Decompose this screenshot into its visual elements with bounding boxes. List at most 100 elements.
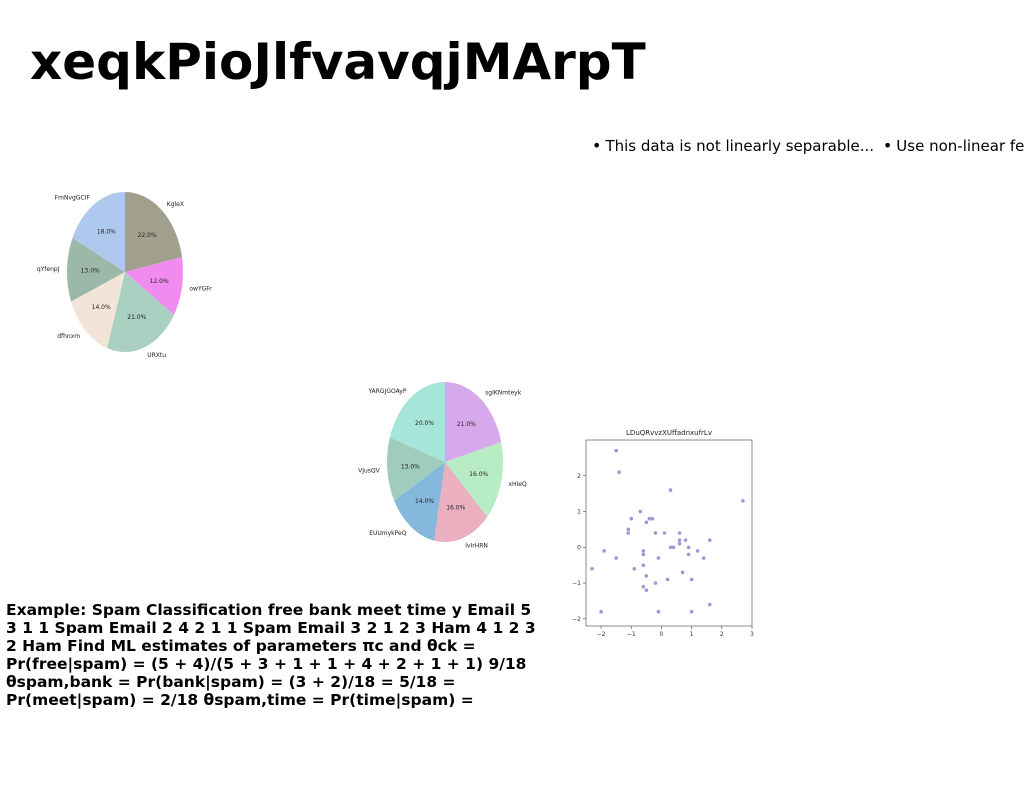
pie2-slice-label-1: xHIeQ	[508, 481, 527, 488]
scatter-xtick-label-2: 0	[660, 631, 664, 638]
scatter-point-24	[662, 531, 667, 535]
scatter-point-19	[650, 516, 655, 521]
scatter-xtick-label-3: 1	[690, 631, 694, 638]
scatter-point-20	[653, 531, 658, 535]
scatter-point-2	[590, 566, 594, 571]
pie1-value-label-3: 14.0%	[92, 304, 111, 311]
pie2-slice-3	[394, 462, 445, 541]
scatter-point-16	[644, 588, 649, 593]
scatter-point-13	[641, 563, 646, 567]
scatter-ytick-label-4: 2	[577, 473, 581, 480]
pie1-value-label-4: 13.0%	[81, 267, 100, 274]
bullet-list: • This data is not linearly separable... …	[592, 136, 1024, 158]
pie1-slice-label-5: FmNvgGCIF	[55, 195, 91, 202]
pie-chart-2-svg: 21.0% sgIKNmteyk 16.0% xHIeQ 16.0% lvIrHRN 14.…	[358, 382, 527, 550]
scatter-title: LDuQRvvzXUffadnxufrLv	[626, 429, 712, 437]
scatter-ytick-label-3: 1	[577, 509, 581, 516]
pie2-slice-label-3: EUUmykPeQ	[369, 530, 407, 537]
scatter-point-14	[641, 584, 646, 589]
pie1-slice-1	[125, 257, 183, 315]
scatter-point-31	[677, 538, 682, 542]
scatter-point-36	[689, 577, 694, 582]
scatter-xtick-label-1: −1	[627, 631, 636, 638]
bullet-icon: •	[882, 136, 893, 155]
scatter-point-42	[741, 499, 745, 503]
pie2-slice-label-0: sgIKNmteyk	[485, 389, 522, 396]
scatter-point-6	[626, 527, 631, 532]
scatter-frame	[585, 439, 753, 627]
scatter-point-21	[653, 581, 658, 585]
scatter-point-28	[671, 545, 676, 550]
pie1-slice-4	[67, 237, 125, 302]
pie1-slice-label-0: KgleX	[167, 201, 184, 208]
scatter-point-9	[632, 566, 637, 571]
scatter-point-5	[614, 556, 618, 560]
scatter-point-37	[689, 609, 694, 614]
scatter-point-27	[668, 545, 673, 550]
scatter-point-7	[626, 531, 631, 535]
scatter-xtick-label-5: 3	[750, 631, 754, 638]
scatter-point-11	[641, 552, 646, 557]
pie-chart-1-svg: 22.0% KgleX 12.0% owYGFr 21.0% URXtu 14.0% dfhn…	[37, 192, 212, 359]
scatter-point-22	[656, 556, 661, 560]
scatter-point-38	[695, 549, 700, 553]
scatter-point-10	[638, 509, 643, 514]
pie1-value-label-1: 12.0%	[150, 278, 169, 285]
pie1-value-label-2: 21.0%	[127, 314, 146, 321]
pie2-slice-label-5: YARGJGOAyP	[367, 388, 406, 395]
pie2-value-label-2: 16.0%	[446, 505, 465, 512]
pie-chart-2: 21.0% sgIKNmteyk 16.0% xHIeQ 16.0% lvIrHRN 14.…	[340, 370, 560, 560]
pie2-value-label-3: 14.0%	[415, 498, 434, 505]
pie2-value-label-0: 21.0%	[457, 421, 476, 428]
pie1-slice-5	[72, 192, 125, 272]
scatter-point-0	[614, 448, 618, 453]
scatter-point-18	[647, 516, 652, 521]
scatter-point-40	[707, 602, 712, 607]
scatter-point-32	[680, 570, 685, 575]
scatter-xtick-label-0: −2	[597, 631, 606, 638]
bullet-icon: •	[592, 136, 602, 155]
pie1-value-label-0: 22.0%	[138, 232, 157, 239]
scatter-point-25	[665, 577, 670, 582]
scatter-point-29	[677, 531, 682, 535]
pie-chart-1: 22.0% KgleX 12.0% owYGFr 21.0% URXtu 14.0% dfhn…	[20, 180, 240, 370]
scatter-chart-svg: LDuQRvvzXUffadnxufrLv −2 −1 0 1 2 3 −2 −1 0 1 2	[572, 429, 754, 638]
scatter-point-23	[656, 609, 661, 614]
scatter-point-41	[707, 538, 712, 542]
pie2-slice-0	[445, 382, 502, 462]
scatter-point-26	[668, 488, 673, 492]
scatter-point-30	[677, 541, 682, 546]
scatter-ytick-label-2: 0	[577, 544, 581, 551]
pie2-slice-1	[445, 442, 503, 517]
pie1-slice-3	[71, 272, 125, 349]
scatter-point-39	[701, 556, 706, 560]
scatter-point-15	[644, 574, 649, 578]
scatter-point-17	[644, 520, 649, 525]
page-title: xeqkPioJlfvavqjMArpT	[30, 33, 646, 91]
pie2-value-label-1: 16.0%	[469, 471, 488, 478]
scatter-point-4	[599, 609, 603, 614]
example-text: Example: Spam Classification free bank m…	[6, 601, 536, 709]
scatter-chart: LDuQRvvzXUffadnxufrLv −2 −1 0 1 2 3 −2 −1 0 1 2	[560, 420, 770, 645]
pie2-slice-label-2: lvIrHRN	[465, 543, 488, 550]
scatter-point-33	[683, 538, 688, 542]
scatter-ytick-label-0: −2	[572, 616, 581, 623]
pie1-slice-label-3: dfhnxm	[57, 333, 80, 340]
pie1-slice-label-2: URXtu	[147, 352, 166, 359]
pie1-slice-label-1: owYGFr	[189, 285, 212, 292]
pie1-slice-2	[107, 272, 174, 352]
scatter-point-3	[602, 549, 606, 553]
pie2-slice-5	[389, 382, 445, 462]
pie2-slice-4	[387, 437, 445, 501]
pie1-slice-label-4: qYfenpJ	[37, 266, 60, 273]
pie2-value-label-5: 20.0%	[415, 420, 434, 427]
bullet-item-2: Use non-linear feature	[896, 137, 1024, 155]
pie2-slice-label-4: VJusQV	[358, 467, 381, 474]
scatter-point-35	[686, 552, 691, 557]
pie1-slice-0	[125, 192, 182, 272]
scatter-ytick-label-1: −1	[572, 580, 581, 587]
pie1-value-label-5: 18.0%	[97, 228, 116, 235]
scatter-point-1	[617, 470, 621, 474]
pie2-slice-2	[434, 462, 488, 542]
scatter-point-34	[686, 545, 691, 550]
